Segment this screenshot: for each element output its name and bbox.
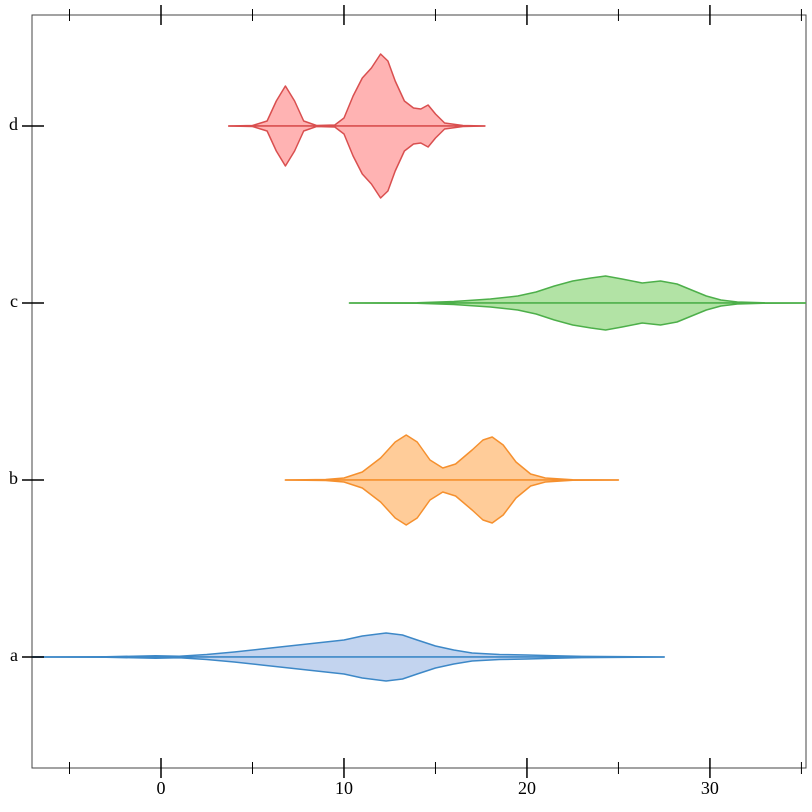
y-tick-label: c xyxy=(10,291,18,311)
violin-lower xyxy=(227,125,486,199)
x-tick-label: 0 xyxy=(157,778,166,798)
y-tick-label: a xyxy=(10,645,18,665)
x-tick-label: 30 xyxy=(701,778,719,798)
plot-frame xyxy=(31,14,807,769)
y-tick-label: b xyxy=(9,468,18,488)
violin-lower xyxy=(348,302,806,331)
x-tick-label: 20 xyxy=(518,778,536,798)
violin-upper xyxy=(227,53,486,127)
violin-lower xyxy=(32,656,665,682)
violin-upper xyxy=(348,275,806,304)
violin-upper xyxy=(32,632,665,658)
violin-upper xyxy=(284,434,620,481)
violins xyxy=(32,53,806,682)
y-tick-label: d xyxy=(9,114,18,134)
x-tick-label: 10 xyxy=(335,778,353,798)
violin-lower xyxy=(284,479,620,526)
